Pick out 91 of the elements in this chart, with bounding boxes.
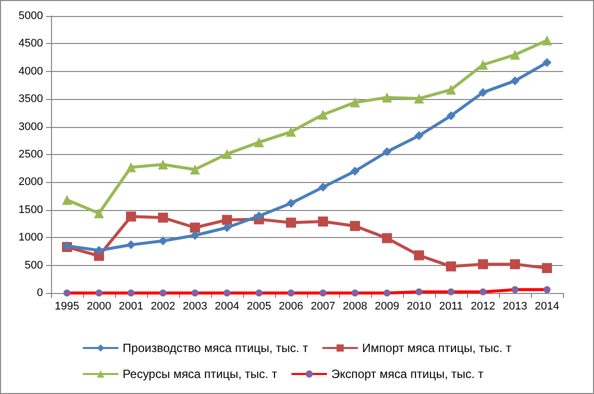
point (350, 97, 360, 108)
point (352, 290, 358, 296)
y-tick-label: 5000 (18, 10, 43, 22)
point (542, 35, 552, 46)
point (414, 94, 424, 104)
point (94, 246, 104, 255)
point (190, 164, 200, 174)
legend-label: Импорт мяса птицы, тыс. т (362, 341, 512, 355)
point (192, 290, 198, 296)
point (510, 76, 520, 86)
y-tick-label: 3000 (18, 120, 43, 133)
point (478, 88, 488, 97)
point (448, 288, 454, 296)
x-tick-label: 2010 (406, 300, 432, 312)
x-tick-label: 2012 (470, 300, 496, 312)
point (126, 212, 136, 222)
point (222, 214, 232, 225)
x-tick-label: 2002 (150, 300, 176, 312)
legend-label: Экспорт мяса птицы, тыс. т (331, 367, 484, 381)
point (94, 208, 104, 218)
point (64, 290, 70, 296)
point (288, 290, 294, 296)
point (286, 126, 296, 137)
point (416, 288, 422, 296)
legend-label: Ресурсы мяса птицы, тыс. т (122, 367, 278, 381)
point (382, 92, 392, 102)
x-tick-label: 2013 (502, 300, 528, 312)
x-tick-label: 2014 (534, 300, 560, 312)
point (222, 148, 232, 159)
point (382, 147, 392, 156)
point (190, 230, 200, 240)
x-tick-label: 2001 (118, 300, 144, 312)
point (414, 131, 424, 140)
y-tick-label: 3500 (18, 93, 43, 106)
point (286, 198, 296, 208)
point (350, 166, 360, 176)
point (384, 290, 390, 296)
point (414, 250, 424, 260)
point (318, 182, 328, 192)
point (128, 290, 134, 296)
x-tick-label: 2005 (246, 300, 272, 312)
point (256, 290, 262, 296)
point (510, 259, 520, 270)
point (158, 212, 168, 223)
y-tick-label: 4000 (18, 65, 43, 78)
y-tick-label: 1000 (18, 232, 43, 244)
point (158, 236, 168, 246)
x-tick-label: 2008 (342, 300, 368, 312)
point (254, 211, 264, 220)
point (224, 290, 230, 296)
point (542, 263, 552, 274)
point (160, 290, 166, 296)
point (320, 290, 326, 296)
point (222, 223, 232, 232)
point (190, 222, 200, 233)
y-tick-label: 2000 (18, 176, 43, 188)
y-tick-label: 4500 (18, 38, 43, 50)
point (446, 261, 456, 272)
point (318, 216, 328, 227)
y-tick-label: 1500 (18, 204, 43, 216)
legend-label: Производство мяса птицы, тыс. т (122, 341, 309, 355)
y-tick-label: 2500 (18, 148, 43, 160)
point (382, 233, 392, 244)
point (480, 288, 486, 296)
point (62, 194, 72, 205)
x-tick-label: 2003 (182, 300, 208, 312)
point (126, 162, 136, 172)
x-tick-label: 2009 (374, 300, 400, 312)
point (286, 218, 296, 228)
point (542, 58, 552, 68)
point (512, 286, 518, 294)
point (478, 60, 488, 70)
point (544, 286, 550, 294)
point (350, 220, 360, 231)
point (126, 240, 136, 250)
x-tick-label: 2004 (214, 300, 240, 312)
point (254, 137, 264, 148)
x-tick-label: 1995 (54, 300, 80, 312)
point (158, 159, 168, 170)
x-tick-label: 2011 (439, 300, 463, 312)
x-tick-label: 2007 (310, 300, 336, 312)
point (446, 111, 456, 120)
point (478, 259, 488, 270)
x-tick-label: 2006 (278, 300, 304, 312)
point (446, 84, 456, 95)
point (318, 110, 328, 120)
point (96, 290, 102, 296)
y-tick-label: 0 (36, 287, 43, 299)
y-tick-label: 500 (24, 259, 43, 272)
x-tick-label: 2000 (86, 300, 112, 312)
point (510, 50, 520, 60)
